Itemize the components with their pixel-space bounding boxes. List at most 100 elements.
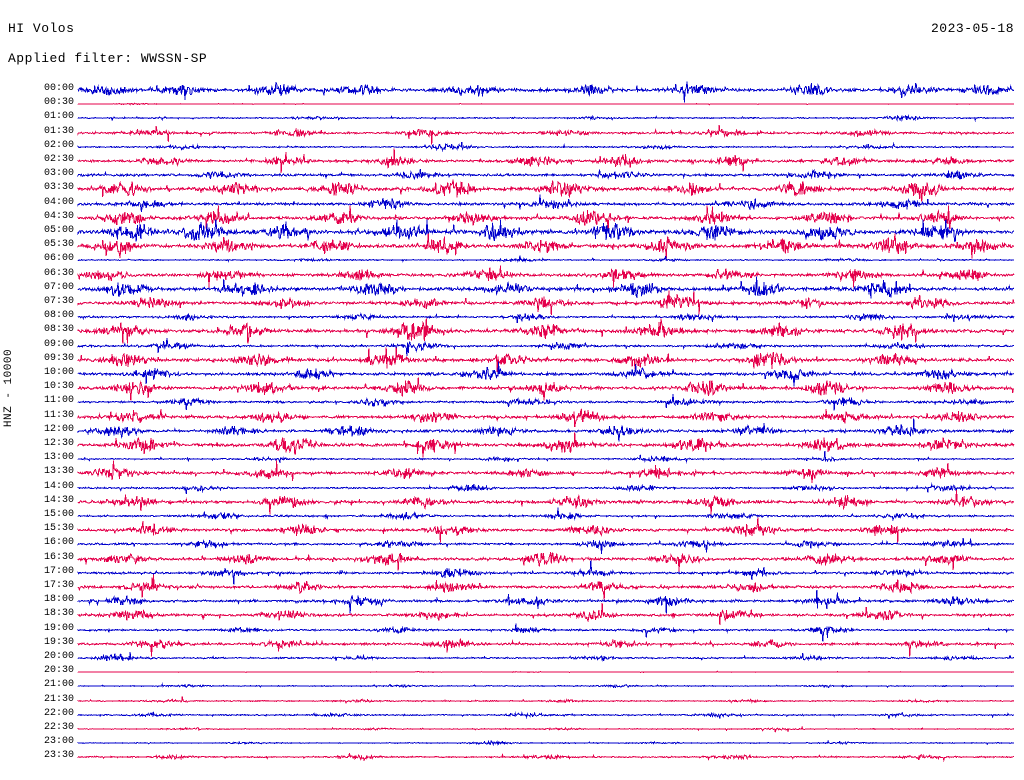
trace-row: 15:00 [0,507,1024,523]
row-time-label: 12:30 [43,438,74,449]
trace-row: 16:30 [0,551,1024,572]
waveform-trace [77,317,1015,345]
waveform-trace [77,175,1015,203]
row-time-label: 14:30 [43,494,74,506]
waveform-trace [77,573,1015,601]
waveform-trace [77,729,1015,757]
trace-row: 10:30 [0,377,1024,401]
row-time-label: 11:00 [43,395,74,407]
trace-row: 11:30 [0,407,1024,427]
trace-row: 06:30 [0,265,1024,288]
row-time-label: 10:00 [43,367,74,378]
trace-row: 07:00 [0,276,1024,299]
trace-row: 01:00 [0,111,1024,125]
row-time-label: 23:30 [43,750,74,762]
trace-row: 03:30 [0,179,1024,202]
row-time-label: 07:30 [43,296,74,307]
waveform-trace [77,417,1015,445]
row-time-label: 22:30 [43,722,74,733]
trace-row: 21:00 [0,679,1024,693]
row-time-label: 08:30 [43,324,74,336]
row-time-label: 18:00 [43,594,74,606]
waveform-trace [77,147,1015,175]
row-time-label: 19:30 [43,636,74,648]
page-title: HI Volos [8,21,75,36]
trace-row: 08:00 [0,310,1024,324]
trace-row: 08:30 [0,318,1024,344]
trace-row: 02:30 [0,148,1024,173]
trace-row: 09:30 [0,347,1024,372]
helicorder-plot: 00:00 00:30 01:00 01:30 02:00 02:30 03:00 03:30… [0,78,1024,774]
waveform-trace [77,502,1015,530]
row-time-label: 05:30 [43,239,74,251]
row-time-label: 05:00 [43,225,74,236]
row-time-label: 22:00 [43,707,74,719]
trace-row: 05:30 [0,233,1024,259]
trace-row: 04:30 [0,205,1024,231]
waveform-trace [77,119,1015,147]
trace-row: 23:00 [0,736,1024,750]
waveform-trace [77,630,1015,658]
row-time-label: 02:00 [43,139,74,151]
trace-row: 22:00 [0,708,1024,722]
trace-row: 07:30 [0,290,1024,315]
trace-row: 20:30 [0,665,1024,679]
trace-row: 19:00 [0,622,1024,642]
trace-row: 12:30 [0,432,1024,458]
waveform-trace [77,332,1015,360]
trace-row: 13:00 [0,451,1024,466]
row-time-label: 18:30 [43,608,74,620]
waveform-trace [77,218,1015,246]
waveform-trace [77,360,1015,388]
waveform-trace [77,431,1015,459]
trace-row: 22:30 [0,722,1024,736]
waveform-trace [77,559,1015,587]
waveform-trace [77,715,1015,743]
trace-row: 11:00 [0,394,1024,411]
waveform-trace [77,133,1015,161]
row-time-label: 00:30 [43,97,74,109]
row-time-label: 10:30 [43,381,74,393]
trace-row: 05:00 [0,219,1024,243]
trace-row: 14:00 [0,481,1024,495]
row-time-label: 21:00 [43,679,74,691]
row-time-label: 02:30 [43,154,74,165]
row-time-label: 16:30 [43,551,74,563]
row-time-label: 19:00 [43,622,74,634]
row-time-label: 13:30 [43,466,74,478]
trace-row: 10:00 [0,361,1024,387]
trace-row: 18:30 [0,603,1024,626]
row-time-label: 09:00 [43,338,74,350]
trace-row: 00:00 [0,81,1024,103]
trace-row: 06:00 [0,253,1024,267]
waveform-trace [77,289,1015,317]
row-time-label: 13:00 [43,452,74,464]
applied-filter-label: Applied filter: WWSSN-SP [8,51,208,66]
trace-row: 20:00 [0,651,1024,665]
row-time-label: 17:00 [43,565,74,577]
row-time-label: 23:00 [43,736,74,748]
trace-row: 03:00 [0,168,1024,182]
waveform-trace [77,90,1015,118]
waveform-trace [77,204,1015,232]
waveform-trace [77,232,1015,260]
waveform-trace [77,601,1015,629]
trace-row: 16:00 [0,537,1024,555]
row-time-label: 15:00 [43,509,74,520]
plot-date: 2023-05-18 [930,21,1014,36]
trace-row: 02:00 [0,140,1024,154]
waveform-trace [77,644,1015,672]
row-time-label: 14:00 [43,480,74,492]
trace-row: 09:00 [0,337,1024,356]
waveform-trace [77,76,1015,104]
waveform-trace [77,459,1015,487]
trace-row: 17:00 [0,560,1024,585]
row-time-label: 16:00 [43,537,74,549]
waveform-trace [77,104,1015,132]
row-time-label: 21:30 [43,693,74,705]
waveform-trace [77,303,1015,331]
trace-row: 17:30 [0,574,1024,600]
row-time-label: 08:00 [43,310,74,322]
row-time-label: 11:30 [43,409,74,421]
